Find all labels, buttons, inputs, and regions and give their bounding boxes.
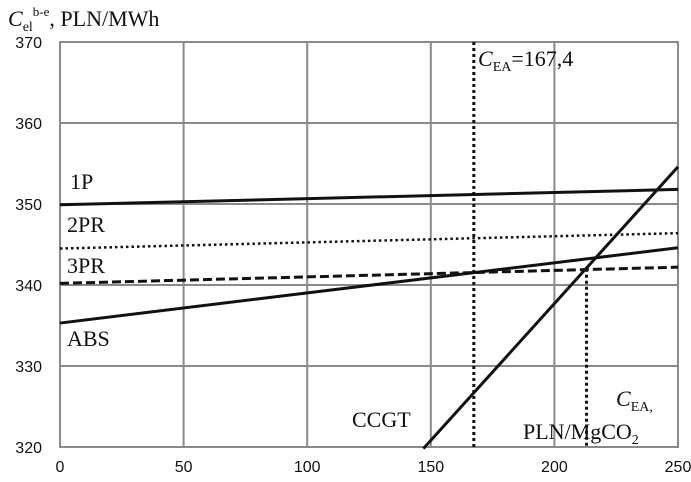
x-tick-label: 250	[665, 459, 691, 476]
y-tick-label: 340	[15, 278, 42, 295]
series-line-2pr	[60, 233, 678, 248]
series-line-1p	[60, 189, 678, 204]
series-label-1p: 1P	[70, 169, 93, 194]
x-axis-label-symbol: CEA,	[616, 386, 653, 415]
y-tick-label: 360	[15, 116, 42, 133]
y-tick-labels: 320 330 340 350 360 370	[15, 35, 42, 457]
cea-marker-label: CEA=167,4	[478, 46, 573, 75]
series-label-2pr: 2PR	[67, 212, 105, 237]
y-tick-label: 350	[15, 197, 42, 214]
vertical-markers	[474, 42, 587, 447]
x-tick-label: 200	[541, 459, 568, 476]
x-tick-label: 50	[175, 459, 193, 476]
plot-frame	[60, 42, 678, 447]
x-axis-label-unit: PLN/MgCO2	[523, 419, 639, 448]
y-tick-label: 370	[15, 35, 42, 52]
series-label-abs: ABS	[67, 326, 110, 351]
series-label-ccgt: CCGT	[352, 407, 411, 432]
x-tick-label: 150	[417, 459, 444, 476]
y-tick-label: 320	[15, 440, 42, 457]
y-axis-label: Celb-e, PLN/MWh	[8, 4, 159, 35]
x-tick-label: 0	[56, 459, 65, 476]
y-tick-label: 330	[15, 359, 42, 376]
series-label-3pr: 3PR	[67, 253, 105, 278]
x-tick-label: 100	[294, 459, 321, 476]
grid	[60, 42, 678, 447]
x-tick-labels: 0 50 100 150 200 250	[56, 459, 691, 476]
